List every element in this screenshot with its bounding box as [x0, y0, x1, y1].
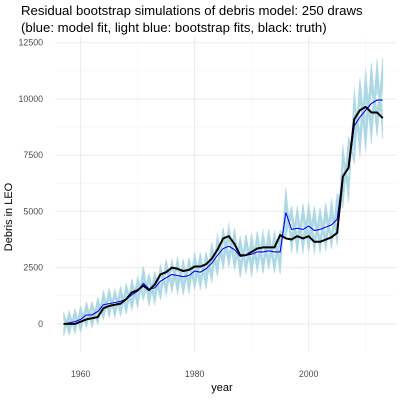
bootstrap-fit-line — [63, 58, 384, 335]
chart-title-line-1: Residual bootstrap simulations of debris… — [21, 3, 363, 18]
bootstrap-fit-line — [63, 85, 384, 330]
bootstrap-fit-line — [63, 87, 384, 329]
bootstrap-fit-line — [63, 59, 384, 335]
bootstrap-fit-line — [63, 60, 384, 333]
bootstrap-fit-line — [63, 82, 384, 329]
truth-line — [63, 105, 384, 325]
bootstrap-fit-line — [63, 75, 384, 334]
bootstrap-fit-line — [63, 84, 384, 327]
bootstrap-fit-line — [63, 76, 384, 332]
bootstrap-fit-line — [63, 79, 384, 329]
bootstrap-fit-line — [63, 78, 384, 330]
bootstrap-fit-line — [63, 63, 384, 332]
bootstrap-fit-line — [63, 85, 384, 330]
y-tick-label: 10000 — [19, 94, 44, 104]
bootstrap-fit-line — [63, 90, 384, 326]
model-fit-line — [63, 99, 383, 325]
bootstrap-fit-line — [63, 64, 384, 332]
bootstrap-fit-line — [63, 73, 384, 332]
bootstrap-fit-line — [63, 77, 384, 332]
bootstrap-fit-line — [63, 69, 384, 334]
bootstrap-fit-line — [63, 82, 384, 327]
bootstrap-fit-line — [63, 65, 384, 335]
bootstrap-fit-line — [63, 67, 384, 336]
bootstrap-fit-line — [63, 81, 384, 330]
bootstrap-fit-line — [63, 60, 384, 335]
grid — [55, 36, 397, 352]
y-tick-label: 2500 — [23, 263, 43, 273]
bootstrap-fit-line — [63, 72, 384, 332]
bootstrap-fit-line — [63, 66, 384, 333]
bootstrap-fit-line — [63, 72, 384, 336]
x-tick-label: 2000 — [299, 369, 319, 379]
series-lines — [63, 99, 384, 325]
bootstrap-fits — [63, 58, 384, 337]
y-tick-label: 5000 — [23, 206, 43, 216]
bootstrap-fit-line — [63, 78, 384, 328]
bootstrap-fit-line — [63, 84, 384, 328]
bootstrap-fit-line — [63, 71, 384, 332]
y-tick-label: 7500 — [23, 150, 43, 160]
bootstrap-fit-line — [63, 64, 384, 335]
bootstrap-fit-line — [63, 79, 384, 333]
bootstrap-fit-line — [63, 75, 384, 329]
bootstrap-fit-line — [63, 84, 384, 328]
bootstrap-fit-line — [63, 75, 384, 332]
bootstrap-fit-line — [63, 91, 384, 326]
bootstrap-fit-line — [63, 59, 384, 334]
y-tick-label: 0 — [38, 319, 43, 329]
bootstrap-fit-line — [63, 58, 384, 337]
bootstrap-fit-line — [63, 80, 384, 333]
bootstrap-fit-line — [63, 72, 384, 335]
bootstrap-fit-line — [63, 81, 384, 327]
y-tick-label: 12500 — [19, 38, 44, 48]
bootstrap-fit-line — [63, 59, 384, 335]
chart-title-line-2: (blue: model fit, light blue: bootstrap … — [21, 20, 327, 35]
bootstrap-fit-line — [63, 87, 384, 328]
bootstrap-fit-line — [63, 67, 384, 335]
bootstrap-fit-line — [63, 78, 384, 331]
bootstrap-fit-line — [63, 90, 384, 327]
bootstrap-fit-line — [63, 83, 384, 329]
x-tick-label: 1980 — [185, 369, 205, 379]
bootstrap-fit-line — [63, 74, 384, 331]
bootstrap-fit-line — [63, 80, 384, 332]
y-axis-title: Debris in LEO — [3, 182, 15, 251]
bootstrap-fit-line — [63, 63, 384, 334]
x-tick-label: 1960 — [71, 369, 91, 379]
bootstrap-fit-line — [63, 77, 384, 330]
bootstrap-fit-line — [63, 66, 384, 332]
x-axis-title: year — [211, 382, 233, 394]
bootstrap-fit-line — [63, 80, 384, 331]
tick-labels: 1960 1980 2000 0 2500 5000 7500 10000 12500 — [19, 38, 319, 379]
bootstrap-fit-line — [63, 86, 384, 332]
bootstrap-fit-line — [63, 63, 384, 337]
bootstrap-fit-line — [63, 62, 384, 336]
bootstrap-fit-line — [63, 81, 384, 333]
bootstrap-fit-line — [63, 58, 384, 334]
chart-title: Residual bootstrap simulations of debris… — [21, 2, 397, 36]
bootstrap-fit-line — [63, 69, 384, 330]
bootstrap-fit-line — [63, 65, 384, 332]
